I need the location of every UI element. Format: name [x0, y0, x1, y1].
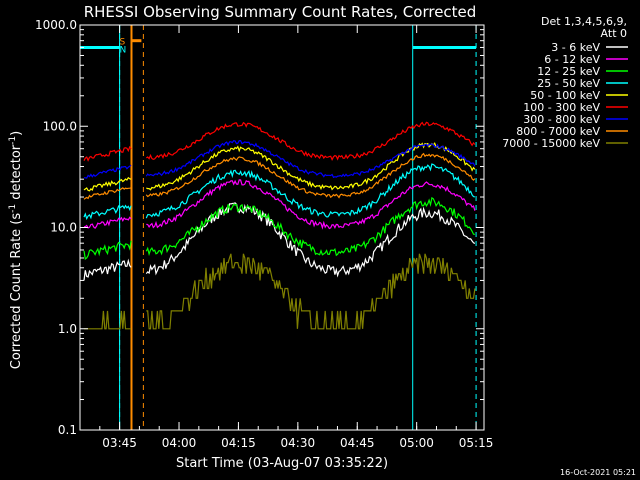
- series-line-6: [83, 139, 476, 179]
- x-tick-label: 03:45: [102, 436, 137, 450]
- x-axis-label: Start Time (03-Aug-07 03:35:22): [176, 456, 388, 471]
- series-line-2: [83, 196, 475, 260]
- series-line-4: [83, 142, 476, 192]
- legend-entry-label: 25 - 50 keV: [537, 77, 600, 90]
- series-line-8: [84, 253, 476, 330]
- series-line-5: [83, 121, 476, 162]
- x-tick-label: 05:15: [459, 436, 494, 450]
- chart-title: RHESSI Observing Summary Count Rates, Co…: [84, 3, 477, 21]
- legend-header: Det 1,3,4,5,6,9,: [541, 15, 627, 28]
- y-axis-label: Corrected Count Rate (s-1 detector-1): [8, 131, 24, 369]
- legend-header: Att 0: [601, 27, 627, 40]
- series-line-7: [83, 152, 476, 200]
- legend-entry-label: 100 - 300 keV: [523, 101, 600, 114]
- y-tick-label: 1000.0: [35, 18, 77, 32]
- x-tick-label: 04:30: [281, 436, 316, 450]
- legend-entry-label: 50 - 100 keV: [530, 89, 600, 102]
- x-tick-label: 04:45: [340, 436, 375, 450]
- saa-label: S: [119, 38, 125, 48]
- y-tick-label: 10.0: [50, 221, 77, 235]
- legend-entry-label: 300 - 800 keV: [523, 113, 600, 126]
- legend-entry-label: 12 - 25 keV: [537, 65, 600, 78]
- series-line-3: [83, 163, 476, 221]
- series-line-0: [83, 202, 476, 281]
- y-tick-label: 100.0: [43, 119, 77, 133]
- y-tick-label: 1.0: [58, 322, 77, 336]
- legend-entry-label: 7000 - 15000 keV: [502, 137, 600, 150]
- x-tick-label: 04:00: [162, 436, 197, 450]
- timestamp-footer: 16-Oct-2021 05:21: [560, 468, 636, 477]
- plot-area: SN: [80, 25, 477, 430]
- x-tick-label: 05:00: [399, 436, 434, 450]
- series-line-1: [83, 179, 476, 230]
- night-label: N: [119, 46, 126, 56]
- legend-entry-label: 3 - 6 keV: [551, 41, 600, 54]
- x-tick-label: 04:15: [221, 436, 256, 450]
- legend-entry-label: 6 - 12 keV: [544, 53, 600, 66]
- legend-entry-label: 800 - 7000 keV: [516, 125, 600, 138]
- y-tick-label: 0.1: [58, 423, 77, 437]
- axes: 03:45 04:00 04:15 04:30 04:45 05:00 05:15 1000.…: [35, 18, 493, 450]
